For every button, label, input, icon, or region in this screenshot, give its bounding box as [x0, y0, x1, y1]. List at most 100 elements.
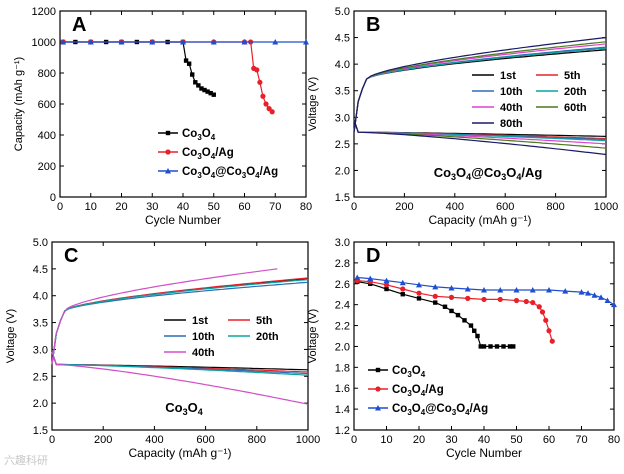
- legend-label: 40th: [192, 347, 215, 359]
- formula-part: 4: [211, 133, 216, 142]
- legend-item: Co3O4@Co3O4/Ag: [158, 166, 278, 180]
- data-point: [375, 386, 381, 392]
- data-point: [400, 286, 406, 292]
- y-tick-label: 3.5: [335, 86, 350, 98]
- y-tick-label: 3.0: [33, 344, 48, 356]
- legend-label: 1st: [192, 315, 208, 327]
- plot-frame: [353, 241, 615, 431]
- x-tick-label: 1000: [296, 434, 320, 446]
- formula-part: Co: [392, 384, 407, 396]
- y-tick-label: 1.8: [335, 362, 350, 374]
- data-point: [464, 286, 471, 292]
- data-point: [367, 275, 374, 282]
- data-point: [468, 323, 474, 328]
- y-tick-label: 5.0: [335, 6, 350, 18]
- charge-curve: [353, 37, 607, 133]
- formula-part: @Co: [471, 165, 501, 180]
- data-point: [375, 367, 381, 373]
- y-tick-label: 1.4: [335, 404, 350, 416]
- formula-part: 4: [255, 171, 260, 180]
- panel-label: B: [366, 14, 380, 36]
- data-point: [199, 86, 204, 91]
- data-point: [186, 61, 192, 66]
- formula-part: 4: [466, 172, 471, 182]
- data-point: [546, 287, 552, 293]
- formula-part: 3: [197, 133, 202, 142]
- legend-item: 60th: [536, 102, 587, 114]
- x-axis-label: Cycle Number: [145, 213, 221, 227]
- x-tick-label: 80: [608, 434, 620, 446]
- y-tick-label: 2.2: [335, 321, 350, 333]
- data-point: [383, 277, 390, 284]
- x-tick-label: 40: [177, 201, 189, 213]
- data-point: [488, 344, 493, 349]
- x-tick-label: 50: [510, 434, 522, 446]
- data-point: [257, 79, 263, 85]
- y-tick-label: 4.5: [33, 264, 48, 276]
- y-tick-label: 4.5: [335, 33, 350, 45]
- data-point: [448, 284, 455, 291]
- formula-part: Co: [165, 400, 182, 415]
- data-point: [511, 344, 516, 349]
- x-axis-label: Cycle Number: [446, 446, 522, 460]
- legend-label: Co3O4/Ag: [392, 384, 444, 398]
- data-point: [497, 296, 503, 303]
- data-point: [455, 312, 461, 318]
- y-tick-label: 4.0: [33, 291, 48, 303]
- series-2: [60, 39, 309, 45]
- legend-item: Co3O4: [368, 365, 426, 379]
- data-point: [478, 344, 483, 349]
- x-tick-label: 60: [238, 201, 250, 213]
- formula-part: 4: [421, 408, 426, 417]
- y-tick-label: 1000: [32, 37, 56, 49]
- formula-part: 4: [198, 407, 203, 417]
- data-point: [190, 72, 195, 77]
- data-point: [272, 39, 279, 45]
- series-0: [355, 279, 516, 349]
- y-tick-label: 3.5: [33, 318, 48, 330]
- panel-b: 0 200 400 600 800 1000 1.5 2.0 2.5 3.0 3.5 4.0 4.5 5.…: [307, 6, 618, 227]
- formula-part: O: [412, 403, 421, 415]
- x-tick-label: 0: [351, 434, 357, 446]
- charge-curve: [353, 47, 607, 133]
- data-point: [399, 279, 406, 286]
- legend-label: Co3O4: [182, 128, 216, 142]
- data-point: [205, 89, 210, 94]
- data-point: [202, 87, 207, 93]
- legend-label: 40th: [500, 102, 523, 114]
- data-point: [549, 338, 555, 344]
- legend-item: 1st: [164, 315, 208, 327]
- legend-item: Co3O4/Ag: [158, 147, 234, 161]
- y-axis-label: Voltage (V): [307, 309, 319, 363]
- x-tick-label: 20: [115, 201, 127, 213]
- y-tick-label: 1.5: [335, 192, 350, 204]
- formula-part: O: [202, 147, 211, 159]
- plot-frame: [51, 241, 309, 431]
- y-tick-label: 2.5: [335, 139, 350, 151]
- discharge-curve: [353, 119, 607, 156]
- data-point: [530, 299, 536, 306]
- y-tick-label: 400: [38, 130, 56, 142]
- y-tick-label: 2.0: [33, 398, 48, 410]
- data-point: [536, 304, 542, 310]
- data-point: [118, 39, 125, 45]
- plot-frame: [353, 10, 607, 198]
- formula-part: 4: [421, 370, 426, 379]
- formula-part: /Ag: [215, 147, 234, 159]
- formula-part: 4: [211, 171, 216, 180]
- formula-part: Co: [392, 365, 407, 377]
- formula-part: O: [202, 166, 211, 178]
- x-tick-label: 70: [269, 201, 281, 213]
- y-tick-label: 1.5: [33, 425, 48, 437]
- data-point: [260, 93, 266, 99]
- data-point: [303, 39, 309, 45]
- legend-label: 20th: [256, 331, 279, 343]
- data-point: [598, 294, 604, 300]
- x-tick-label: 50: [208, 201, 220, 213]
- x-tick-label: 200: [395, 201, 413, 213]
- data-point: [494, 344, 500, 349]
- formula-part: 4: [516, 172, 521, 182]
- legend-label: 1st: [500, 70, 516, 82]
- series-line: [357, 281, 514, 347]
